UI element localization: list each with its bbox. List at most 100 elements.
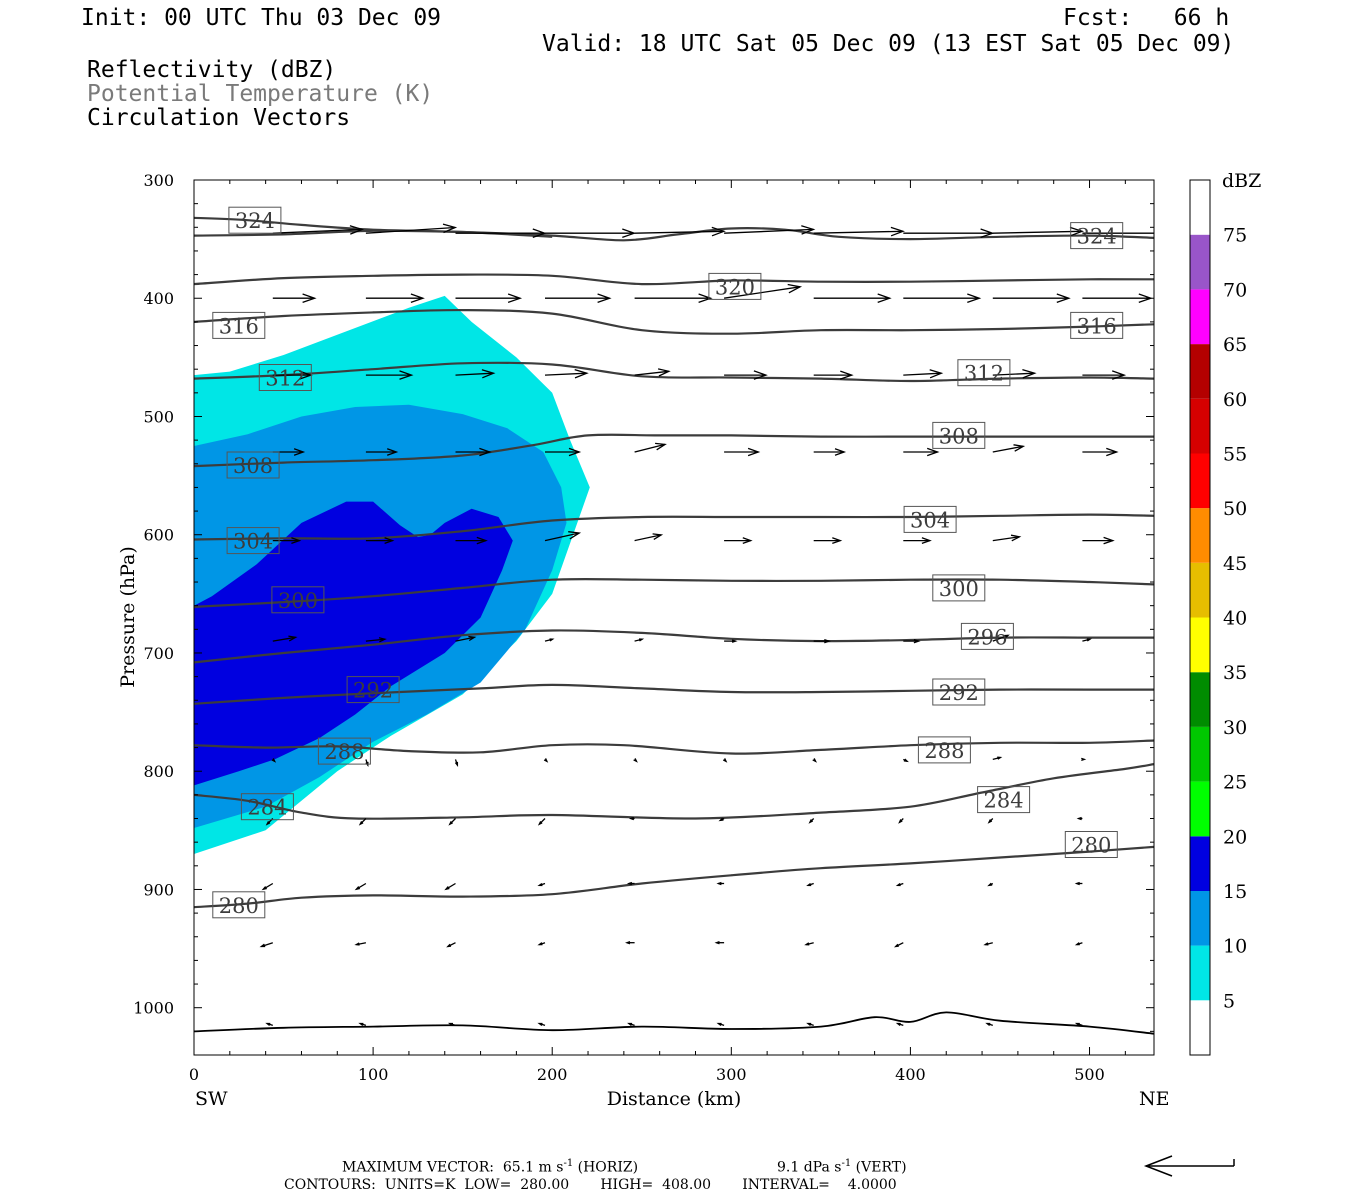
circulation-vector (985, 1022, 994, 1027)
field-vectors-label: Circulation Vectors (87, 105, 351, 131)
circulation-vector (455, 447, 492, 457)
y-tick-label: 900 (143, 880, 174, 899)
colorbar-frame (1189, 179, 1211, 1056)
circulation-vector (272, 635, 298, 642)
circulation-vector (365, 637, 387, 643)
circulation-vector (806, 1022, 814, 1027)
circulation-vector (714, 940, 725, 945)
theta-contour-label-text: 324 (235, 209, 275, 233)
x-end-label-sw: SW (195, 1088, 228, 1110)
circulation-vector (716, 1022, 725, 1027)
circulation-vector (716, 881, 725, 886)
colorbar-tick-label: 70 (1223, 279, 1247, 301)
circulation-vector (898, 818, 904, 824)
circulation-vector (808, 818, 815, 824)
colorbar-tick-label: 45 (1223, 553, 1247, 575)
colorbar-tick-label: 35 (1223, 662, 1247, 684)
colorbar-unit-label: dBZ (1222, 170, 1261, 192)
colorbar-swatch (1190, 508, 1210, 563)
theta-contour-label-text: 288 (324, 740, 364, 764)
theta-contour-layer (194, 216, 1154, 1035)
circulation-vector (628, 816, 635, 821)
circulation-vector (813, 448, 847, 456)
circulation-vector (812, 758, 817, 763)
colorbar-tick-label: 50 (1223, 498, 1247, 520)
circulation-vector (718, 817, 725, 822)
horiz-tag: (HORIZ) (577, 1159, 639, 1176)
theta-contour-label: 316 (212, 311, 266, 339)
circulation-vector (455, 536, 488, 545)
circulation-vector (354, 942, 367, 946)
circulation-vector (544, 531, 582, 542)
circulation-vector (1082, 638, 1092, 642)
colorbar-swatch (1190, 726, 1210, 782)
contour-label-layer: 324 324 320 316 316 312 312 308 308 304 304 300 300 2… (212, 206, 1124, 919)
field-reflectivity-label: Reflectivity (dBZ) (87, 57, 337, 83)
theta-contour-label-text: 284 (247, 796, 287, 820)
theta-contour-label: 288 (317, 737, 371, 765)
circulation-vector (903, 369, 944, 379)
theta-contour-label: 304 (226, 527, 280, 555)
theta-contour-label: 284 (240, 793, 294, 821)
circulation-vector (446, 942, 456, 948)
max-vector-line: MAXIMUM VECTOR: 65.1 m s-1 (HORIZ) (342, 1158, 638, 1176)
colorbar-swatch (1190, 617, 1210, 673)
circulation-vector (903, 638, 921, 644)
colorbar-swatch (1190, 836, 1210, 891)
circulation-vector (545, 447, 582, 457)
theta-contour-label: 312 (258, 364, 312, 391)
circulation-vector (634, 293, 713, 304)
colorbar: 5 10 15 20 25 30 35 40 45 50 55 60 65 70 75 (1189, 179, 1247, 1056)
theta-contour-label: 280 (212, 891, 266, 919)
circulation-vector (634, 442, 667, 453)
theta-contour-label: 292 (346, 676, 400, 704)
max-vector-label: MAXIMUM VECTOR: (342, 1159, 494, 1176)
theta-contour-label: 296 (960, 622, 1014, 650)
theta-contour-label: 280 (1064, 831, 1118, 858)
y-tick-label: 300 (143, 171, 174, 190)
colorbar-tick-label: 65 (1223, 334, 1247, 356)
circulation-vector (272, 225, 365, 235)
theta-contour-label-text: 292 (939, 681, 979, 705)
circulation-vector (893, 942, 904, 948)
vert-unit-exponent: -1 (841, 1158, 852, 1169)
circulation-vector (261, 882, 274, 891)
plot-frame (193, 179, 1155, 1056)
circulation-vector (724, 639, 738, 643)
circulation-vector (903, 293, 982, 304)
circulation-vector (365, 223, 458, 234)
circulation-vector (903, 758, 909, 763)
circulation-vector (813, 638, 831, 644)
circulation-vector (895, 882, 904, 887)
circulation-vector (365, 370, 414, 380)
field-theta-label: Potential Temperature (K) (87, 81, 434, 107)
circulation-vector (358, 818, 367, 826)
circulation-vector (265, 1022, 274, 1027)
theta-contour-label-text: 300 (939, 577, 979, 601)
init-time-label: Init: 00 UTC Thu 03 Dec 09 (81, 5, 442, 31)
theta-contour-label-text: 304 (233, 530, 273, 554)
circulation-vector (992, 634, 1010, 642)
theta-contour-label: 308 (226, 451, 280, 479)
theta-contour-label-text: 320 (715, 275, 755, 299)
max-vector-vert: 9.1 dPa s (777, 1159, 842, 1176)
circulation-vector (354, 882, 367, 891)
x-tick-label: 200 (537, 1065, 568, 1084)
circulation-vector (992, 368, 1037, 379)
y-tick-label: 700 (143, 644, 174, 663)
circulation-vector (634, 638, 645, 642)
colorbar-tick-label: 60 (1223, 389, 1247, 411)
colorbar-swatch (1190, 180, 1210, 235)
colorbar-swatch (1190, 289, 1210, 345)
colorbar-swatch (1190, 945, 1210, 1001)
theta-contour-label-text: 284 (984, 789, 1024, 813)
circulation-vector (992, 534, 1022, 542)
theta-contour-280 (194, 845, 1154, 909)
circulation-vector (992, 756, 1003, 761)
theta-contour-label: 324 (1070, 222, 1124, 250)
circulation-vector (1081, 757, 1087, 762)
colorbar-tick-label: 55 (1223, 443, 1247, 465)
circulation-vector (537, 1022, 546, 1027)
vert-tag: (VERT) (855, 1159, 907, 1176)
theta-contour-308 (194, 433, 1154, 468)
